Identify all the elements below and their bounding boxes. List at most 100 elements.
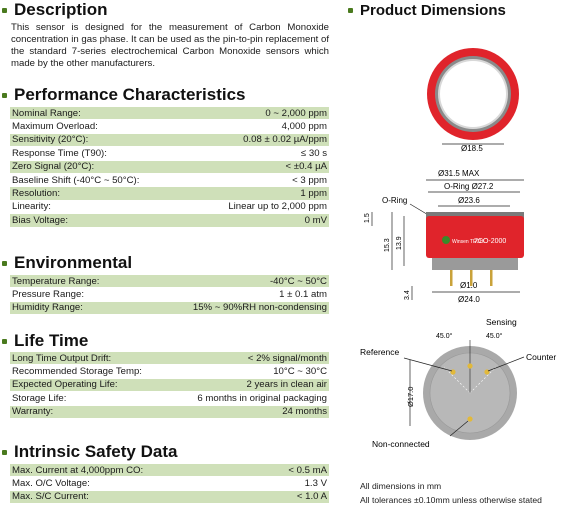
brand-label: Winsen TECH	[452, 239, 484, 245]
row-value: < 0.5 mA	[288, 464, 327, 476]
row-label: Recommended Storage Temp:	[12, 366, 142, 378]
bullet-icon	[2, 260, 7, 266]
row-value: < 1.0 A	[296, 491, 327, 503]
bullet-icon	[348, 8, 353, 13]
row-value: 1 ± 0.1 atm	[279, 289, 327, 301]
note-dimensions: All dimensions in mm	[360, 481, 442, 491]
max-dia-label: Ø31.5 MAX	[438, 169, 480, 178]
row-label: Humidity Range:	[12, 302, 83, 314]
row-label: Long Time Output Drift:	[12, 352, 112, 364]
row-label: Maximum Overload:	[12, 121, 98, 133]
top-view: Ø18.5	[427, 48, 519, 153]
sensor-body	[426, 216, 524, 258]
table-row: Maximum Overload: 4,000 ppm	[10, 120, 329, 134]
row-label: Bias Voltage:	[12, 214, 69, 226]
table-row: Humidity Range: 15% ~ 90%RH non-condensin…	[10, 301, 329, 316]
note-tolerances: All tolerances ±0.10mm unless otherwise …	[360, 495, 542, 505]
row-value: Linear up to 2,000 ppm	[228, 201, 327, 213]
lifetime-table: Long Time Output Drift: < 2% signal/month…	[10, 352, 329, 419]
table-row: Max. O/C Voltage: 1.3 V	[10, 477, 329, 491]
row-label: Sensitivity (20°C):	[12, 134, 89, 146]
angle-left-label: 45.0°	[436, 332, 453, 340]
row-value: -40°C ~ 50°C	[269, 275, 327, 287]
row-value: 24 months	[282, 406, 327, 418]
reference-pin	[450, 369, 456, 375]
row-label: Nominal Range:	[12, 107, 81, 119]
description-text: This sensor is designed for the measurem…	[11, 22, 329, 69]
reference-label: Reference	[360, 347, 399, 357]
row-value: 15% ~ 90%RH non-condensing	[192, 302, 327, 314]
dimensions-title: Product Dimensions	[360, 2, 506, 19]
row-label: Zero Signal (20°C):	[12, 161, 95, 173]
safety-table: Max. Current at 4,000ppm CO: < 0.5 mA Max.…	[10, 464, 329, 505]
table-row: Nominal Range: 0 ~ 2,000 ppm	[10, 107, 329, 121]
angle-right-label: 45.0°	[486, 332, 503, 340]
row-value: < 3 ppm	[292, 174, 327, 186]
brand-logo-icon	[442, 236, 450, 244]
table-row: Response Time (T90): ≤ 30 s	[10, 147, 329, 161]
dimensions-heading: Product Dimensions	[346, 2, 506, 19]
top-dia-label: Ø18.5	[461, 144, 483, 153]
pin	[450, 270, 453, 286]
nonconnected-pin	[467, 416, 473, 422]
safety-heading: Intrinsic Safety Data	[0, 442, 177, 462]
pin-len-label: 3.4	[404, 290, 411, 300]
pin	[470, 270, 473, 286]
bullet-icon	[2, 92, 7, 98]
oring-label: O-Ring	[382, 196, 407, 205]
h1-label: 1.5	[364, 213, 371, 223]
side-view: Ø31.5 MAX O-Ring Ø27.2 Ø23.6 O-Ring Wins…	[364, 169, 524, 304]
counter-pin	[484, 369, 490, 375]
performance-table: Nominal Range: 0 ~ 2,000 ppm Maximum Overl…	[10, 107, 329, 228]
inner-dia-label: Ø23.6	[458, 196, 480, 205]
base-dia-label: Ø24.0	[458, 295, 480, 304]
environmental-table: Temperature Range: -40°C ~ 50°C Pressure R…	[10, 275, 329, 316]
h2-label: 15.3	[384, 238, 391, 252]
lifetime-title: Life Time	[14, 331, 89, 350]
environmental-title: Environmental	[14, 253, 133, 272]
row-label: Response Time (T90):	[12, 147, 107, 159]
row-label: Max. O/C Voltage:	[12, 478, 90, 490]
row-value: 4,000 ppm	[281, 121, 327, 133]
row-label: Max. S/C Current:	[12, 491, 89, 503]
row-label: Storage Life:	[12, 392, 67, 404]
pin-dia-label: Ø1.0	[460, 281, 478, 290]
bottom-view: Sensing 45.0° 45.0° Reference Counter Ø1…	[360, 317, 556, 449]
bullet-icon	[2, 449, 7, 455]
row-value: 6 months in original packaging	[197, 392, 327, 404]
table-row: Warranty: 24 months	[10, 405, 329, 419]
table-row: Sensitivity (20°C): 0.08 ± 0.02 µA/ppm	[10, 133, 329, 148]
row-value: 1 ppm	[300, 188, 327, 200]
model-label: 7CO-2000	[474, 238, 506, 245]
safety-title: Intrinsic Safety Data	[14, 442, 178, 461]
table-row: Zero Signal (20°C): < ±0.4 µA	[10, 160, 329, 174]
pin	[490, 270, 493, 286]
row-value: 1.3 V	[304, 478, 327, 490]
row-label: Max. Current at 4,000ppm CO:	[12, 464, 144, 476]
table-row: Linearity: Linear up to 2,000 ppm	[10, 200, 329, 215]
top-opening	[440, 61, 506, 127]
row-label: Warranty:	[12, 406, 54, 418]
dimensions-column: Product Dimensions Ø18.5 Ø31.5 MAX O-Rin…	[340, 0, 566, 514]
lifetime-heading: Life Time	[0, 331, 88, 351]
table-row: Recommended Storage Temp: 10°C ~ 30°C	[10, 365, 329, 379]
table-row: Storage Life: 6 months in original packag…	[10, 392, 329, 406]
description-title: Description	[14, 0, 108, 19]
row-label: Linearity:	[12, 201, 51, 213]
row-label: Temperature Range:	[12, 275, 100, 287]
table-row: Pressure Range: 1 ± 0.1 atm	[10, 288, 329, 302]
bottom-dia-label: Ø17.0	[406, 387, 415, 407]
row-value: 2 years in clean air	[246, 379, 327, 391]
table-row: Max. S/C Current: < 1.0 A	[10, 490, 329, 505]
table-row: Resolution: 1 ppm	[10, 187, 329, 201]
row-label: Baseline Shift (-40°C ~ 50°C):	[12, 174, 140, 186]
bullet-icon	[2, 338, 7, 344]
row-value: 10°C ~ 30°C	[273, 366, 327, 378]
h3-label: 13.9	[396, 236, 403, 250]
sensor-base	[432, 258, 518, 270]
table-row: Baseline Shift (-40°C ~ 50°C): < 3 ppm	[10, 173, 329, 188]
sensing-label: Sensing	[486, 317, 517, 327]
performance-title: Performance Characteristics	[14, 85, 246, 104]
row-label: Expected Operating Life:	[12, 379, 118, 391]
dimensions-drawing: Ø18.5 Ø31.5 MAX O-Ring Ø27.2 Ø23.6 O-Rin…	[360, 48, 556, 449]
